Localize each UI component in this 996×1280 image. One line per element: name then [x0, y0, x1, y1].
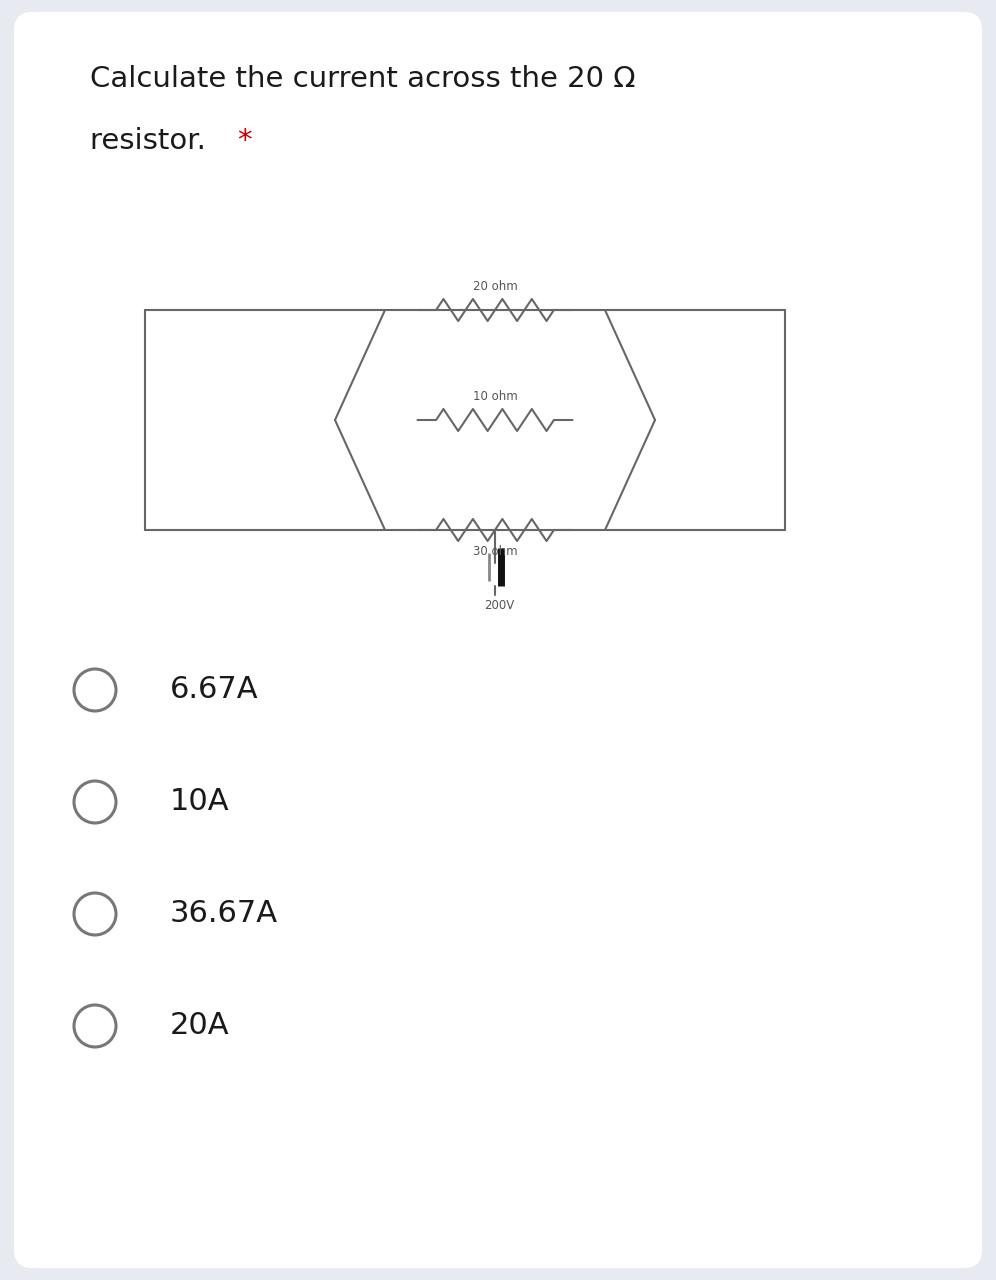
FancyBboxPatch shape — [14, 12, 982, 1268]
Text: *: * — [237, 127, 252, 155]
Text: 6.67A: 6.67A — [170, 676, 259, 704]
Text: 20A: 20A — [170, 1011, 230, 1041]
Text: 10 ohm: 10 ohm — [473, 390, 517, 403]
Text: 30 ohm: 30 ohm — [473, 545, 517, 558]
Text: 20 ohm: 20 ohm — [473, 280, 517, 293]
Text: resistor.: resistor. — [90, 127, 215, 155]
Text: 10A: 10A — [170, 787, 230, 817]
Text: 36.67A: 36.67A — [170, 900, 278, 928]
Text: 200V: 200V — [484, 599, 514, 612]
Text: Calculate the current across the 20 Ω: Calculate the current across the 20 Ω — [90, 65, 635, 93]
